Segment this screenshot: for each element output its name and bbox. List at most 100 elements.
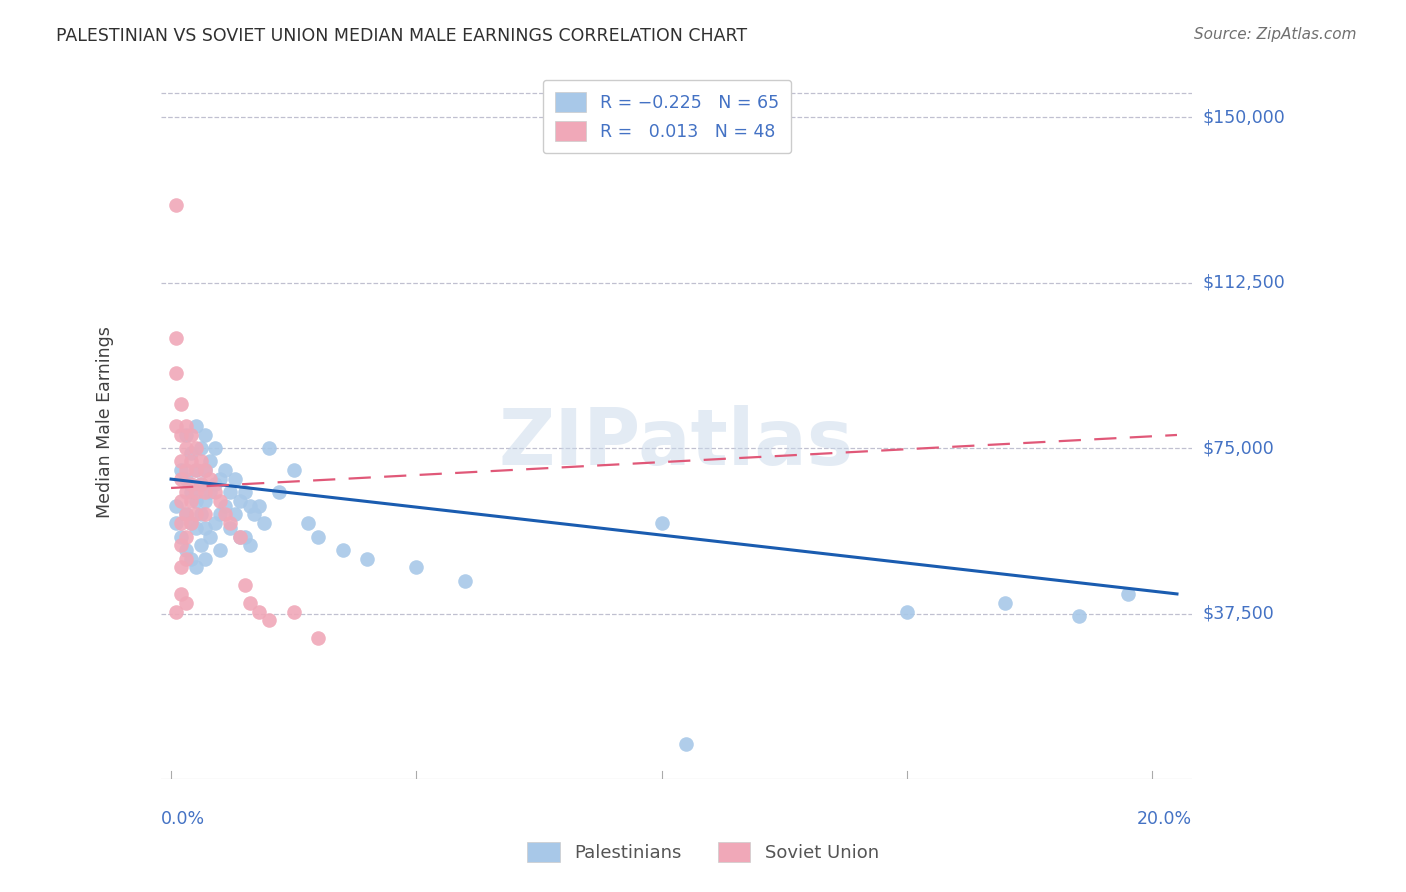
Point [257,441,280,455]
Point [170,516,193,531]
Point [180,485,202,500]
Point [200,472,222,486]
Text: $150,000: $150,000 [1202,108,1285,126]
Point [307,529,329,543]
Point [184,521,207,535]
Point [165,331,187,345]
Point [174,508,197,522]
Point [454,574,477,588]
Point [200,485,222,500]
Text: $112,500: $112,500 [1202,274,1285,292]
Point [170,428,193,442]
Point [204,516,226,531]
Point [209,542,232,557]
Point [165,419,187,434]
Point [170,472,193,486]
Point [239,499,262,513]
Point [180,454,202,468]
Text: PALESTINIAN VS SOVIET UNION MEDIAN MALE EARNINGS CORRELATION CHART: PALESTINIAN VS SOVIET UNION MEDIAN MALE … [56,27,748,45]
Text: Source: ZipAtlas.com: Source: ZipAtlas.com [1194,27,1357,42]
Point [651,516,673,531]
Legend: R = −0.225   N = 65, R =   0.013   N = 48: R = −0.225 N = 65, R = 0.013 N = 48 [543,80,792,153]
Point [209,508,232,522]
Point [1067,609,1090,624]
Point [180,551,202,566]
Point [170,454,193,468]
Point [165,366,187,380]
Point [253,516,276,531]
Point [204,476,226,491]
Text: 20.0%: 20.0% [1136,810,1192,828]
Point [224,472,246,486]
Point [204,441,226,455]
Point [194,485,217,500]
Point [184,560,207,574]
Point [174,542,197,557]
Point [194,494,217,508]
Point [194,508,217,522]
Point [239,538,262,552]
Point [233,578,256,592]
Point [243,508,266,522]
Point [224,508,246,522]
Point [229,494,252,508]
Point [307,631,329,645]
Point [219,516,242,531]
Point [675,737,697,751]
Point [165,516,187,531]
Point [174,428,197,442]
Point [174,463,197,477]
Point [994,596,1017,610]
Point [190,454,212,468]
Point [194,551,217,566]
Text: $75,000: $75,000 [1202,439,1275,458]
Point [214,499,236,513]
Text: $37,500: $37,500 [1202,605,1275,623]
Point [174,529,197,543]
Point [174,441,197,455]
Point [219,485,242,500]
Point [174,551,197,566]
Point [170,397,193,411]
Point [194,428,217,442]
Point [180,516,202,531]
Point [190,476,212,491]
Point [214,463,236,477]
Point [194,521,217,535]
Point [174,596,197,610]
Point [204,485,226,500]
Point [180,494,202,508]
Point [184,463,207,477]
Point [174,485,197,500]
Point [209,472,232,486]
Point [190,476,212,491]
Point [165,605,187,619]
Point [190,538,212,552]
Point [165,499,187,513]
Point [184,441,207,455]
Point [229,529,252,543]
Point [170,463,193,477]
Point [194,463,217,477]
Point [247,605,270,619]
Point [184,463,207,477]
Point [174,508,197,522]
Point [267,485,290,500]
Point [229,529,252,543]
Point [219,521,242,535]
Point [194,463,217,477]
Point [184,419,207,434]
Point [180,476,202,491]
Point [332,542,354,557]
Point [180,516,202,531]
Point [233,529,256,543]
Point [233,485,256,500]
Legend: Palestinians, Soviet Union: Palestinians, Soviet Union [520,834,886,870]
Point [170,560,193,574]
Point [297,516,319,531]
Point [209,494,232,508]
Point [174,472,197,486]
Point [1116,587,1139,601]
Point [180,428,202,442]
Point [170,494,193,508]
